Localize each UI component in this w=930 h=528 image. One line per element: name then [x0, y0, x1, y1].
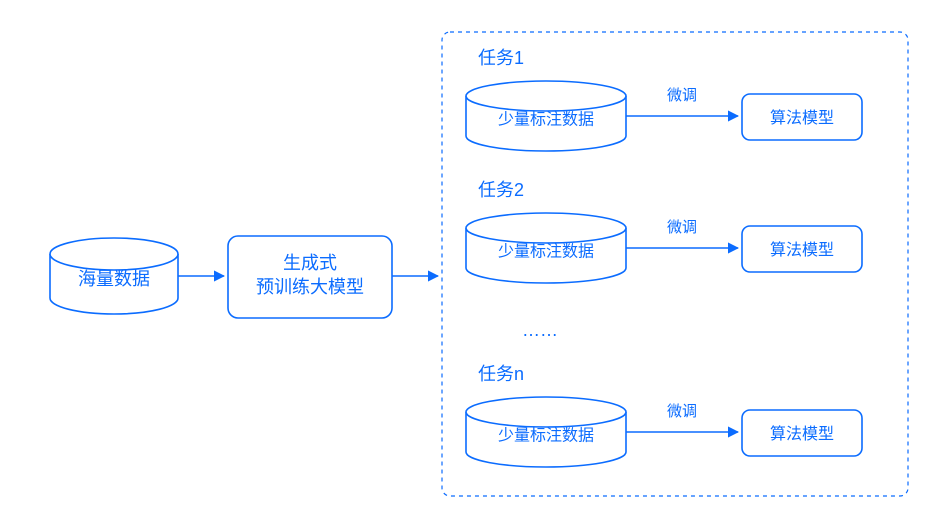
- task-data-cylinder-1: 少量标注数据: [466, 213, 626, 283]
- algo-label-0: 算法模型: [770, 108, 834, 127]
- algo-label-1: 算法模型: [770, 240, 834, 259]
- svg-text:海量数据: 海量数据: [78, 269, 150, 289]
- task-arrow-label-1: 微调: [667, 219, 697, 236]
- pretrain-line1: 生成式: [283, 253, 337, 273]
- svg-text:少量标注数据: 少量标注数据: [498, 426, 594, 444]
- ellipsis: ……: [522, 320, 558, 340]
- diagram-canvas: 海量数据生成式预训练大模型任务1少量标注数据微调算法模型任务2少量标注数据微调算…: [0, 0, 930, 528]
- task-title-1: 任务2: [478, 180, 524, 200]
- task-arrow-label-2: 微调: [667, 403, 697, 420]
- task-data-cylinder-0: 少量标注数据: [466, 81, 626, 151]
- pretrain-line2: 预训练大模型: [256, 277, 364, 297]
- svg-text:少量标注数据: 少量标注数据: [498, 242, 594, 260]
- svg-text:少量标注数据: 少量标注数据: [498, 110, 594, 128]
- algo-label-2: 算法模型: [770, 424, 834, 443]
- task-title-0: 任务1: [478, 48, 524, 68]
- massive-data-cylinder: 海量数据: [50, 238, 178, 314]
- task-title-2: 任务n: [478, 364, 524, 384]
- task-data-cylinder-2: 少量标注数据: [466, 397, 626, 467]
- task-arrow-label-0: 微调: [667, 87, 697, 104]
